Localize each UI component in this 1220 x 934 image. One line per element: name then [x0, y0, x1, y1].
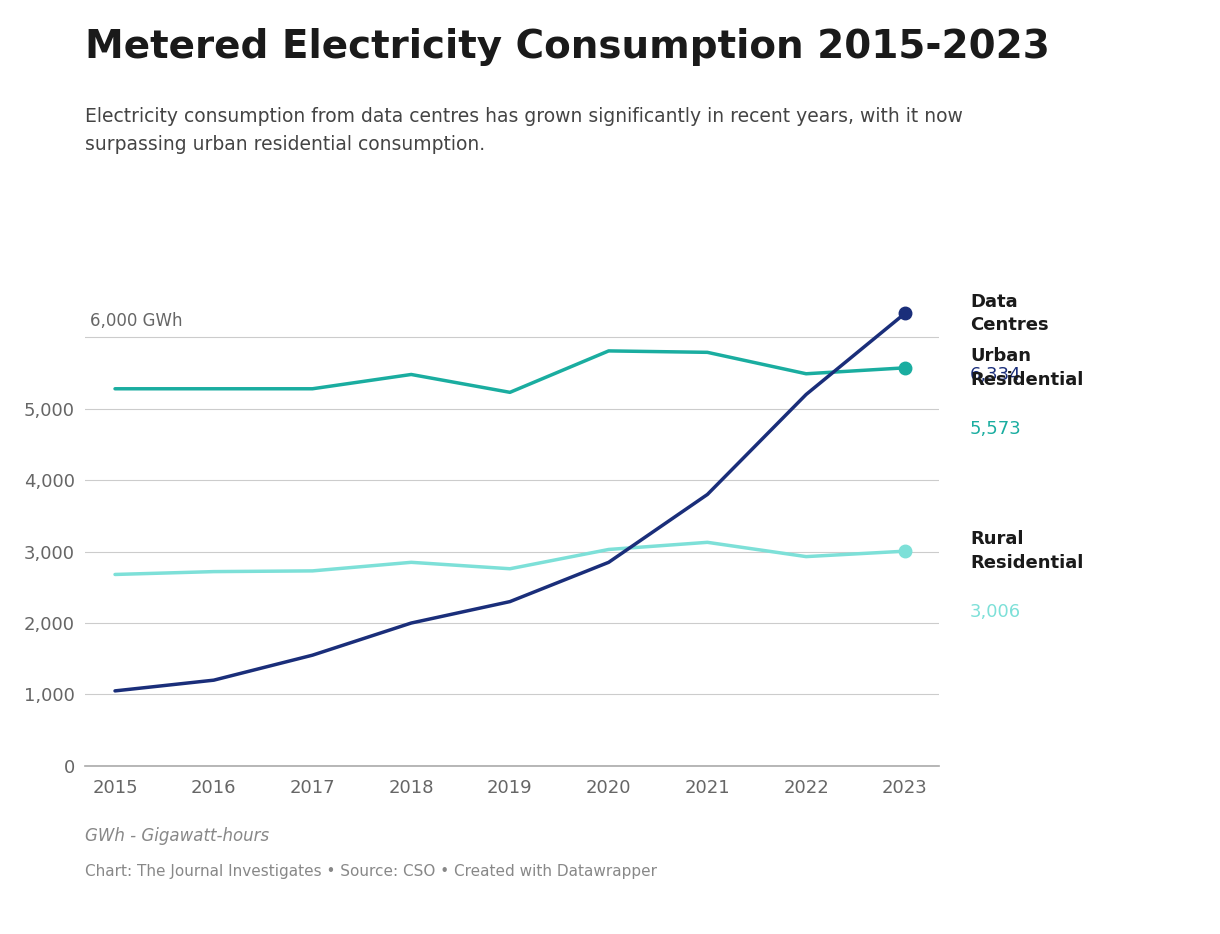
Text: 6,334: 6,334 — [970, 366, 1021, 384]
Text: 6,000 GWh: 6,000 GWh — [90, 312, 183, 331]
Text: Metered Electricity Consumption 2015-2023: Metered Electricity Consumption 2015-202… — [85, 28, 1050, 66]
Text: 3,006: 3,006 — [970, 603, 1021, 621]
Text: Electricity consumption from data centres has grown significantly in recent year: Electricity consumption from data centre… — [85, 107, 964, 154]
Text: GWh - Gigawatt-hours: GWh - Gigawatt-hours — [85, 827, 270, 844]
Text: 5,573: 5,573 — [970, 420, 1021, 438]
Text: Data
Centres: Data Centres — [970, 292, 1048, 334]
Text: Chart: The Journal Investigates • Source: CSO • Created with Datawrapper: Chart: The Journal Investigates • Source… — [85, 864, 658, 879]
Text: Urban
Residential: Urban Residential — [970, 347, 1083, 389]
Text: Rural
Residential: Rural Residential — [970, 531, 1083, 572]
